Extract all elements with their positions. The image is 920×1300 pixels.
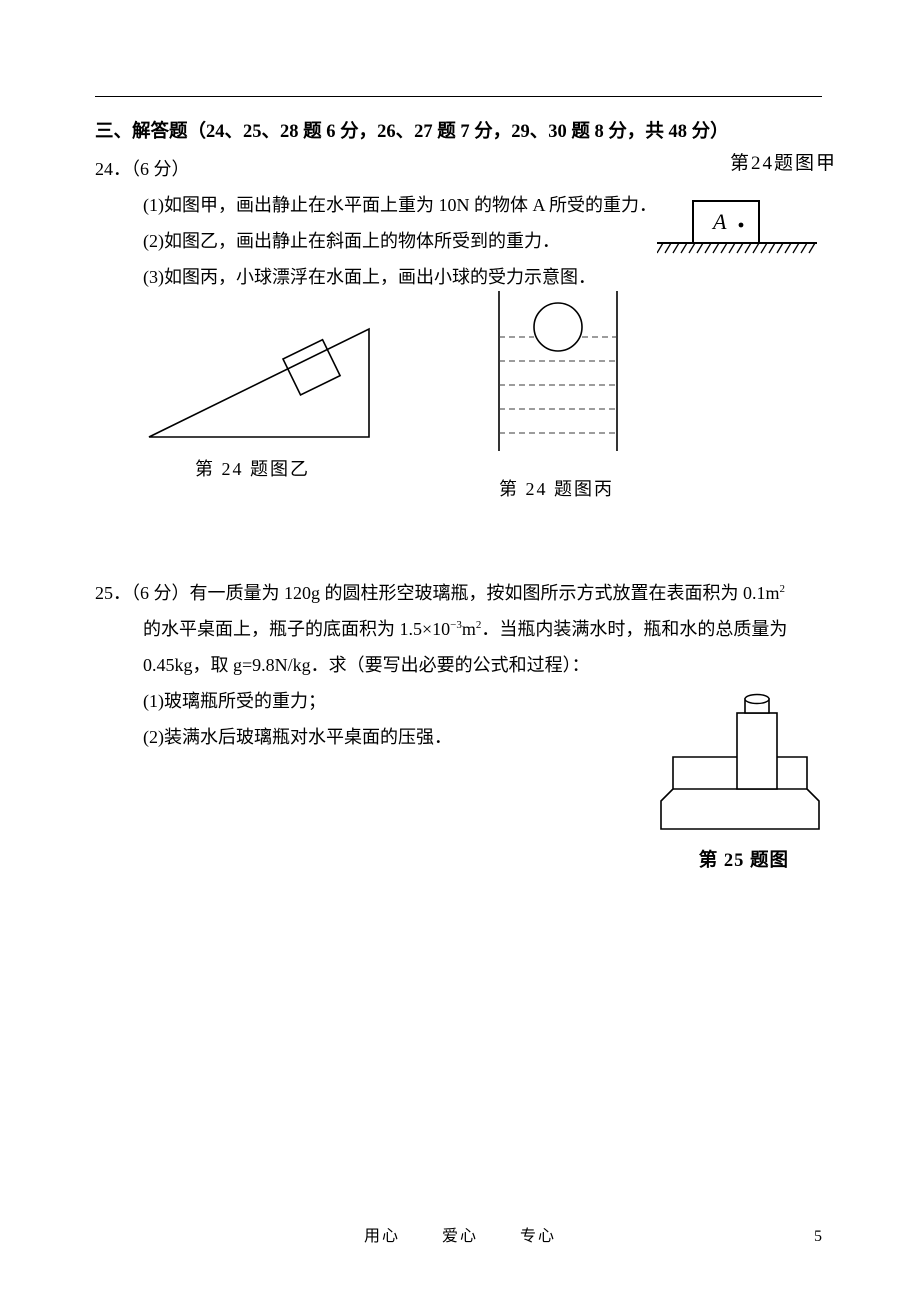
q25-body-2: 的水平桌面上，瓶子的底面积为 1.5×10	[143, 619, 450, 639]
figure-25-svg	[651, 689, 829, 839]
q25-line2: 的水平桌面上，瓶子的底面积为 1.5×10−3m2．当瓶内装满水时，瓶和水的总质…	[95, 611, 835, 647]
footer-c: 专心	[520, 1222, 556, 1246]
page-number: 5	[814, 1228, 822, 1246]
question-25: 25．（6 分）有一质量为 120g 的圆柱形空玻璃瓶，按如图所示方式放置在表面…	[95, 575, 825, 755]
q25-body-2b: m	[462, 619, 476, 639]
q25-line3: 0.45kg，取 g=9.8N/kg．求（要写出必要的公式和过程）：	[95, 647, 835, 683]
footer-b: 爱心	[442, 1222, 478, 1246]
top-horizontal-rule	[95, 96, 822, 97]
figure-bing-svg	[483, 291, 633, 461]
q25-body-2c: ．当瓶内装满水时，瓶和水的总质量为	[481, 619, 787, 639]
figure-bing-caption: 第 24 题图丙	[499, 471, 614, 507]
figure-yi-caption: 第 24 题图乙	[195, 451, 310, 487]
q25-body-1: 有一质量为 120g 的圆柱形空玻璃瓶，按如图所示方式放置在表面积为 0.1m	[190, 583, 780, 603]
question-24: 第24题图甲 24．（6 分） (1)如图甲，画出静止在水平面上重为 10N 的…	[95, 151, 825, 511]
q25-sup1: 2	[780, 583, 786, 595]
page: 三、解答题（24、25、28 题 6 分，26、27 题 7 分，29、30 题…	[0, 0, 920, 1300]
figure-yi	[139, 307, 379, 459]
figure-bing	[483, 291, 633, 473]
footer: 用心 爱心 专心	[0, 1222, 920, 1246]
figure-25-caption: 第 25 题图	[699, 843, 789, 880]
footer-a: 用心	[364, 1222, 400, 1246]
figure-jia: A	[657, 195, 817, 281]
figure-jia-svg: A	[657, 195, 817, 269]
content-area: 三、解答题（24、25、28 题 6 分，26、27 题 7 分，29、30 题…	[95, 114, 825, 755]
q24-heading: 24．（6 分）	[95, 151, 825, 187]
q25-line1: 25．（6 分）有一质量为 120g 的圆柱形空玻璃瓶，按如图所示方式放置在表面…	[95, 575, 835, 611]
q25-heading: 25．（6 分）	[95, 583, 190, 603]
section-title: 三、解答题（24、25、28 题 6 分，26、27 题 7 分，29、30 题…	[95, 114, 825, 151]
svg-text:A: A	[711, 209, 727, 234]
figure-row-24: 第 24 题图乙	[95, 301, 825, 511]
q25-sup2: −3	[450, 619, 462, 631]
figure-25	[651, 689, 829, 851]
figure-yi-svg	[139, 307, 379, 447]
figure-jia-caption: 第24题图甲	[730, 145, 837, 183]
